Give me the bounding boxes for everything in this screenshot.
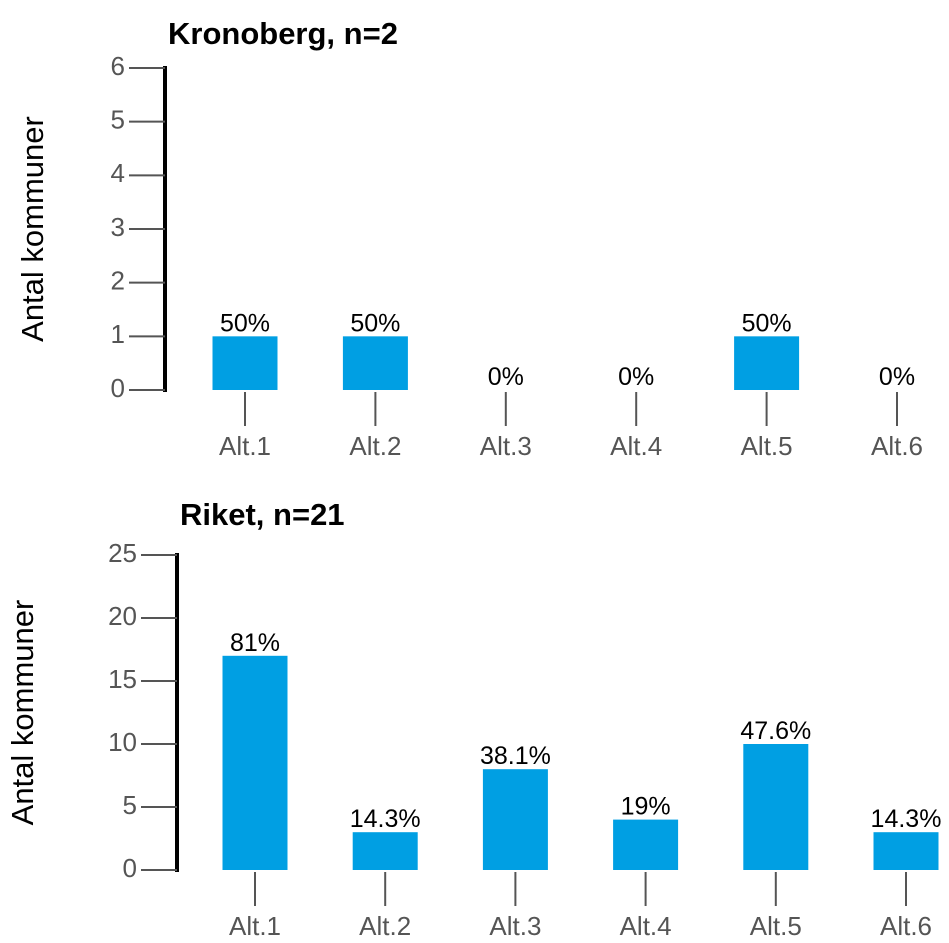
bar	[482, 769, 548, 870]
data-label: 50%	[742, 309, 792, 337]
x-tick-label: Alt.3	[489, 911, 541, 941]
data-label: 38.1%	[480, 742, 551, 770]
x-tick-label: Alt.2	[349, 431, 401, 461]
data-label: 50%	[220, 309, 270, 337]
x-tick-label: Alt.1	[219, 431, 271, 461]
y-tick-label: 20	[108, 601, 137, 631]
bar	[342, 336, 408, 390]
y-tick-label: 6	[111, 51, 125, 81]
data-label: 14.3%	[350, 805, 421, 833]
data-label: 81%	[230, 629, 280, 657]
y-tick-label: 1	[111, 319, 125, 349]
y-tick-label: 0	[123, 853, 137, 883]
x-tick-label: Alt.5	[741, 431, 793, 461]
y-tick-label: 5	[111, 105, 125, 135]
bar	[873, 832, 939, 870]
data-label: 50%	[350, 309, 400, 337]
data-label: 0%	[488, 363, 524, 391]
x-tick-label: Alt.6	[880, 911, 932, 941]
data-label: 0%	[879, 363, 915, 391]
x-tick-label: Alt.6	[871, 431, 923, 461]
y-tick-label: 5	[123, 790, 137, 820]
y-tick-label: 25	[108, 538, 137, 568]
y-tick-label: 15	[108, 664, 137, 694]
data-label: 0%	[618, 363, 654, 391]
y-axis-label: Antal kommuner	[15, 116, 50, 342]
bar	[212, 336, 278, 390]
bar	[613, 819, 679, 870]
bar	[734, 336, 800, 390]
bar	[352, 832, 418, 870]
chart-title: Riket, n=21	[180, 497, 345, 532]
y-tick-label: 4	[111, 158, 125, 188]
data-label: 47.6%	[740, 717, 811, 745]
data-label: 19%	[621, 793, 671, 821]
x-tick-label: Alt.4	[610, 431, 662, 461]
y-tick-label: 10	[108, 727, 137, 757]
chart-title: Kronoberg, n=2	[168, 16, 398, 51]
y-tick-label: 2	[111, 266, 125, 296]
bar	[222, 655, 288, 870]
y-tick-label: 3	[111, 212, 125, 242]
x-tick-label: Alt.5	[750, 911, 802, 941]
x-tick-label: Alt.1	[229, 911, 281, 941]
x-tick-label: Alt.4	[620, 911, 672, 941]
x-tick-label: Alt.3	[480, 431, 532, 461]
y-axis-label: Antal kommuner	[5, 600, 40, 826]
bar	[743, 744, 809, 870]
x-tick-label: Alt.2	[359, 911, 411, 941]
y-tick-label: 0	[111, 373, 125, 403]
data-label: 14.3%	[871, 805, 942, 833]
